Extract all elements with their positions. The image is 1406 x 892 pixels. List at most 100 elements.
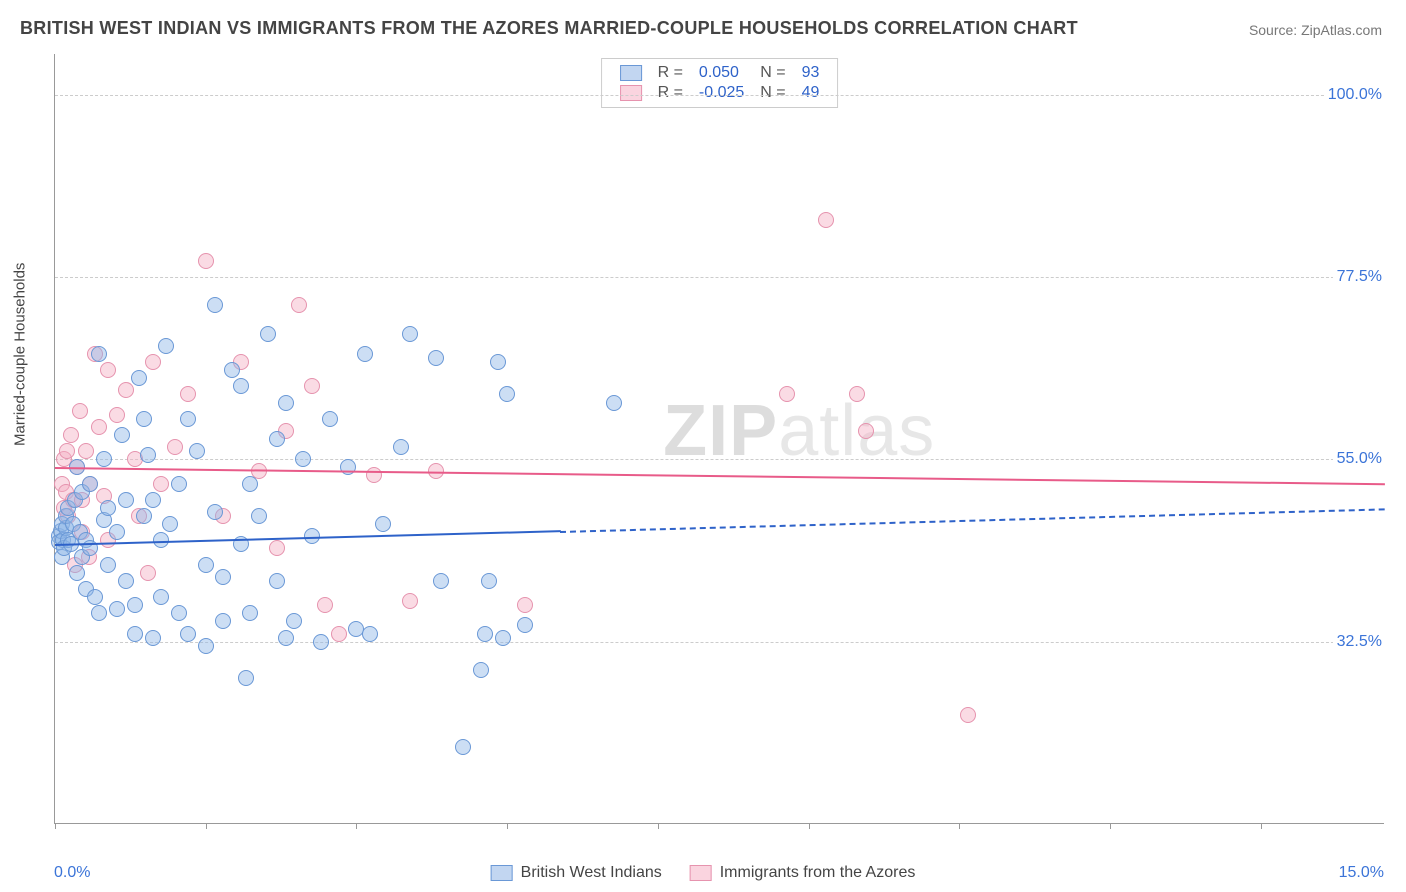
data-point — [233, 378, 249, 394]
data-point — [818, 212, 834, 228]
data-point — [131, 370, 147, 386]
x-tick — [658, 823, 659, 829]
data-point — [375, 516, 391, 532]
x-axis-min-label: 0.0% — [54, 864, 90, 882]
data-point — [78, 443, 94, 459]
data-point — [495, 630, 511, 646]
data-point — [158, 338, 174, 354]
n-value-b: 49 — [794, 83, 828, 103]
data-point — [63, 427, 79, 443]
swatch-b-icon — [690, 865, 712, 881]
data-point — [189, 443, 205, 459]
chart-title: BRITISH WEST INDIAN VS IMMIGRANTS FROM T… — [20, 18, 1078, 39]
x-tick — [206, 823, 207, 829]
y-axis-label: Married-couple Households — [12, 263, 29, 446]
data-point — [140, 447, 156, 463]
data-point — [198, 638, 214, 654]
swatch-a-icon — [491, 865, 513, 881]
data-point — [317, 597, 333, 613]
gridline — [55, 642, 1384, 643]
data-point — [145, 630, 161, 646]
data-point — [269, 540, 285, 556]
data-point — [322, 411, 338, 427]
data-point — [198, 557, 214, 573]
data-point — [82, 476, 98, 492]
data-point — [109, 407, 125, 423]
data-point — [517, 597, 533, 613]
data-point — [224, 362, 240, 378]
n-label: N = — [752, 63, 793, 83]
data-point — [428, 350, 444, 366]
data-point — [114, 427, 130, 443]
data-point — [331, 626, 347, 642]
data-point — [100, 557, 116, 573]
data-point — [127, 597, 143, 613]
data-point — [91, 346, 107, 362]
x-axis-max-label: 15.0% — [1339, 864, 1384, 882]
trendline-a-dashed — [560, 508, 1385, 533]
r-value-a: 0.050 — [691, 63, 752, 83]
data-point — [136, 411, 152, 427]
legend-row-a: R = 0.050 N = 93 — [612, 63, 828, 83]
data-point — [313, 634, 329, 650]
correlation-legend: R = 0.050 N = 93 R = -0.025 N = 49 — [601, 58, 839, 108]
data-point — [455, 739, 471, 755]
gridline — [55, 95, 1384, 96]
data-point — [269, 573, 285, 589]
x-tick — [1261, 823, 1262, 829]
legend-item-a: British West Indians — [491, 864, 662, 882]
data-point — [167, 439, 183, 455]
data-point — [118, 573, 134, 589]
data-point — [207, 297, 223, 313]
data-point — [402, 326, 418, 342]
legend-label-a: British West Indians — [521, 864, 662, 882]
data-point — [278, 395, 294, 411]
plot-area: ZIPatlas R = 0.050 N = 93 R = -0.025 N =… — [54, 54, 1384, 824]
r-label: R = — [650, 63, 691, 83]
data-point — [477, 626, 493, 642]
data-point — [180, 411, 196, 427]
data-point — [109, 601, 125, 617]
legend-item-b: Immigrants from the Azores — [690, 864, 916, 882]
data-point — [858, 423, 874, 439]
data-point — [109, 524, 125, 540]
data-point — [153, 589, 169, 605]
data-point — [260, 326, 276, 342]
r-label: R = — [650, 83, 691, 103]
series-legend: British West Indians Immigrants from the… — [491, 864, 916, 882]
legend-row-b: R = -0.025 N = 49 — [612, 83, 828, 103]
n-label: N = — [752, 83, 793, 103]
data-point — [91, 419, 107, 435]
y-tick-label: 100.0% — [1324, 86, 1386, 104]
data-point — [238, 670, 254, 686]
data-point — [242, 605, 258, 621]
data-point — [87, 589, 103, 605]
legend-label-b: Immigrants from the Azores — [720, 864, 916, 882]
x-tick — [1110, 823, 1111, 829]
data-point — [340, 459, 356, 475]
source-label: Source: ZipAtlas.com — [1249, 22, 1382, 38]
r-value-b: -0.025 — [691, 83, 752, 103]
data-point — [251, 508, 267, 524]
data-point — [473, 662, 489, 678]
data-point — [91, 605, 107, 621]
data-point — [499, 386, 515, 402]
data-point — [291, 297, 307, 313]
swatch-b-icon — [620, 85, 642, 101]
gridline — [55, 459, 1384, 460]
data-point — [517, 617, 533, 633]
data-point — [779, 386, 795, 402]
data-point — [127, 626, 143, 642]
data-point — [96, 451, 112, 467]
data-point — [286, 613, 302, 629]
data-point — [118, 492, 134, 508]
data-point — [278, 630, 294, 646]
data-point — [171, 605, 187, 621]
data-point — [100, 500, 116, 516]
data-point — [362, 626, 378, 642]
data-point — [140, 565, 156, 581]
data-point — [960, 707, 976, 723]
y-tick-label: 77.5% — [1333, 268, 1386, 286]
data-point — [402, 593, 418, 609]
data-point — [215, 613, 231, 629]
